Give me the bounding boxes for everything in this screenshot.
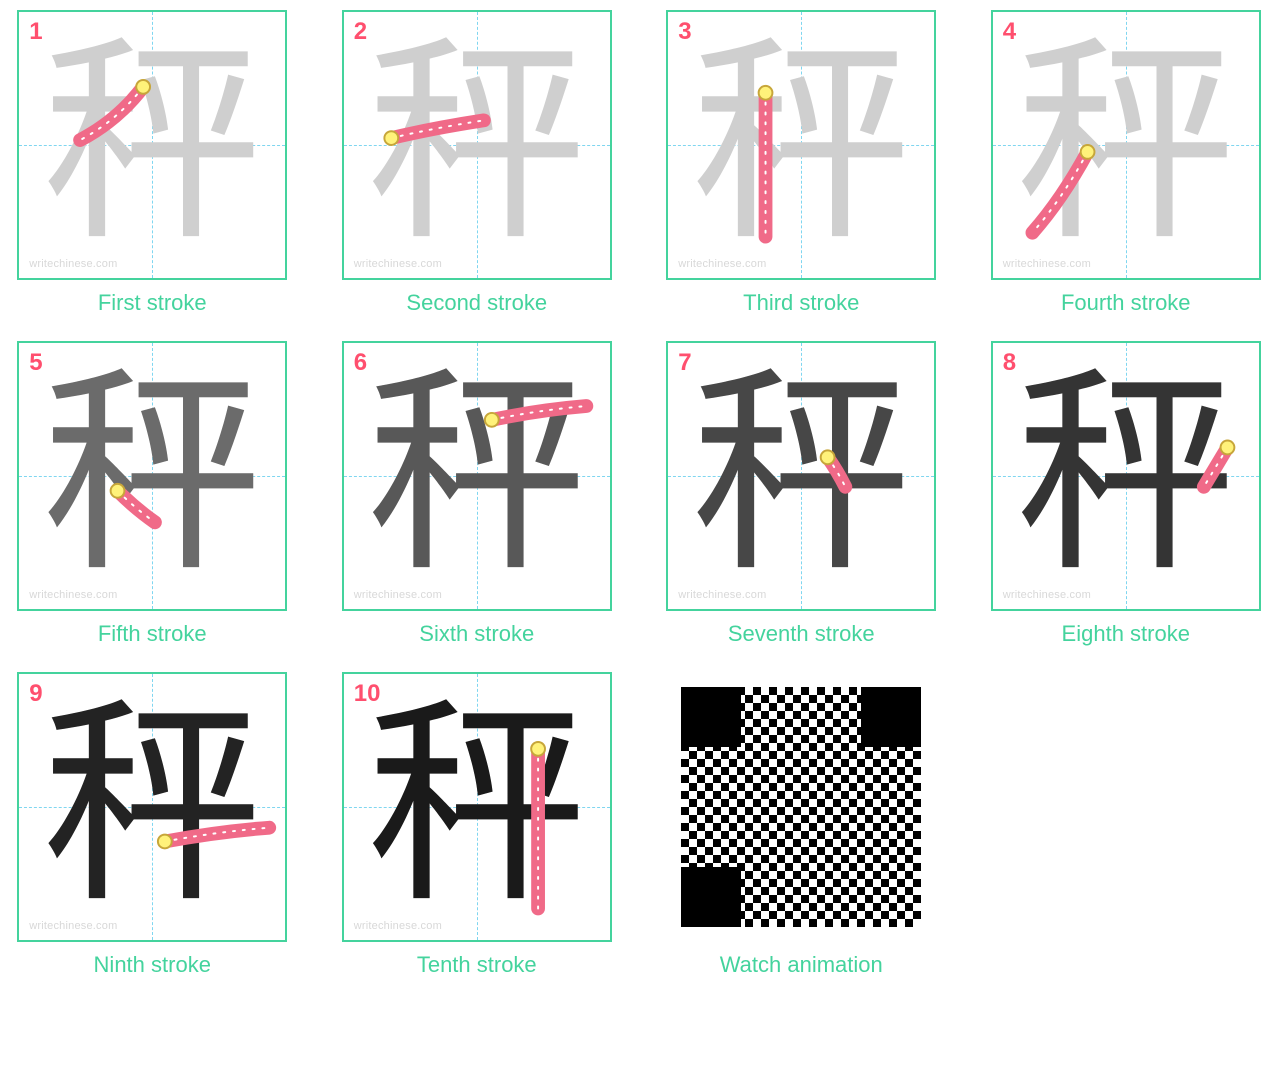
- stroke-number: 8: [1003, 349, 1016, 377]
- stroke-caption: First stroke: [98, 290, 207, 316]
- watermark-text: writechinese.com: [29, 920, 117, 932]
- stroke-cell: 3 writechinese.com秤 Third stroke: [663, 10, 940, 316]
- stroke-panel: 7writechinese.com秤秤: [666, 341, 936, 611]
- stroke-number: 1: [29, 18, 42, 46]
- stroke-cell: 6writechinese.com秤秤Sixth stroke: [339, 341, 616, 647]
- stroke-caption: Third stroke: [743, 290, 859, 316]
- stroke-cell: 2 writechinese.com秤 Second stroke: [339, 10, 616, 316]
- watermark-text: writechinese.com: [29, 589, 117, 601]
- stroke-panel: 9writechinese.com秤秤: [17, 672, 287, 942]
- stroke-caption: Fourth stroke: [1061, 290, 1191, 316]
- stroke-caption: Sixth stroke: [419, 621, 534, 647]
- stroke-panel: 8writechinese.com秤秤: [991, 341, 1261, 611]
- stroke-panel: 6writechinese.com秤秤: [342, 341, 612, 611]
- stroke-caption: Ninth stroke: [94, 952, 211, 978]
- stroke-panel: 5writechinese.com秤秤: [17, 341, 287, 611]
- stroke-cell: 9writechinese.com秤秤Ninth stroke: [14, 672, 291, 978]
- stroke-number: 10: [354, 680, 381, 708]
- stroke-number: 2: [354, 18, 367, 46]
- stroke-cell: 1 writechinese.com秤 First stroke: [14, 10, 291, 316]
- watermark-text: writechinese.com: [354, 258, 442, 270]
- ink-glyph: 秤: [668, 343, 934, 609]
- watermark-text: writechinese.com: [29, 258, 117, 270]
- ink-glyph: 秤: [19, 674, 285, 940]
- stroke-caption: Eighth stroke: [1062, 621, 1190, 647]
- qr-code-graphic: [681, 687, 921, 927]
- watermark-text: writechinese.com: [678, 258, 766, 270]
- ghost-glyph: 秤: [344, 12, 610, 278]
- watermark-text: writechinese.com: [1003, 589, 1091, 601]
- stroke-order-grid: 1writechinese.com秤First stroke2writechin…: [14, 10, 1264, 978]
- stroke-caption: Fifth stroke: [98, 621, 207, 647]
- watermark-text: writechinese.com: [354, 920, 442, 932]
- ghost-glyph: 秤: [668, 12, 934, 278]
- stroke-caption: Second stroke: [406, 290, 547, 316]
- watermark-text: writechinese.com: [678, 589, 766, 601]
- qr-code[interactable]: [666, 672, 936, 942]
- ink-glyph: 秤: [993, 343, 1259, 609]
- stroke-caption: Tenth stroke: [417, 952, 537, 978]
- stroke-cell: 4 writechinese.com秤 Fourth stroke: [988, 10, 1265, 316]
- qr-cell: Watch animation: [663, 672, 940, 978]
- stroke-panel: 4 writechinese.com秤: [991, 10, 1261, 280]
- ink-glyph: 秤: [344, 674, 610, 940]
- stroke-panel: 1 writechinese.com秤: [17, 10, 287, 280]
- qr-caption: Watch animation: [720, 952, 883, 978]
- watermark-text: writechinese.com: [354, 589, 442, 601]
- stroke-cell: 5writechinese.com秤秤Fifth stroke: [14, 341, 291, 647]
- stroke-caption: Seventh stroke: [728, 621, 875, 647]
- stroke-cell: 10writechinese.com秤秤Tenth stroke: [339, 672, 616, 978]
- watermark-text: writechinese.com: [1003, 258, 1091, 270]
- stroke-number: 4: [1003, 18, 1016, 46]
- stroke-number: 6: [354, 349, 367, 377]
- stroke-number: 3: [678, 18, 691, 46]
- ghost-glyph: 秤: [993, 12, 1259, 278]
- stroke-panel: 10writechinese.com秤秤: [342, 672, 612, 942]
- stroke-number: 9: [29, 680, 42, 708]
- stroke-cell: 7writechinese.com秤秤Seventh stroke: [663, 341, 940, 647]
- stroke-cell: 8writechinese.com秤秤Eighth stroke: [988, 341, 1265, 647]
- stroke-number: 5: [29, 349, 42, 377]
- stroke-panel: 2 writechinese.com秤: [342, 10, 612, 280]
- stroke-number: 7: [678, 349, 691, 377]
- ghost-glyph: 秤: [19, 12, 285, 278]
- ink-glyph: 秤: [19, 343, 285, 609]
- ink-glyph: 秤: [344, 343, 610, 609]
- stroke-panel: 3 writechinese.com秤: [666, 10, 936, 280]
